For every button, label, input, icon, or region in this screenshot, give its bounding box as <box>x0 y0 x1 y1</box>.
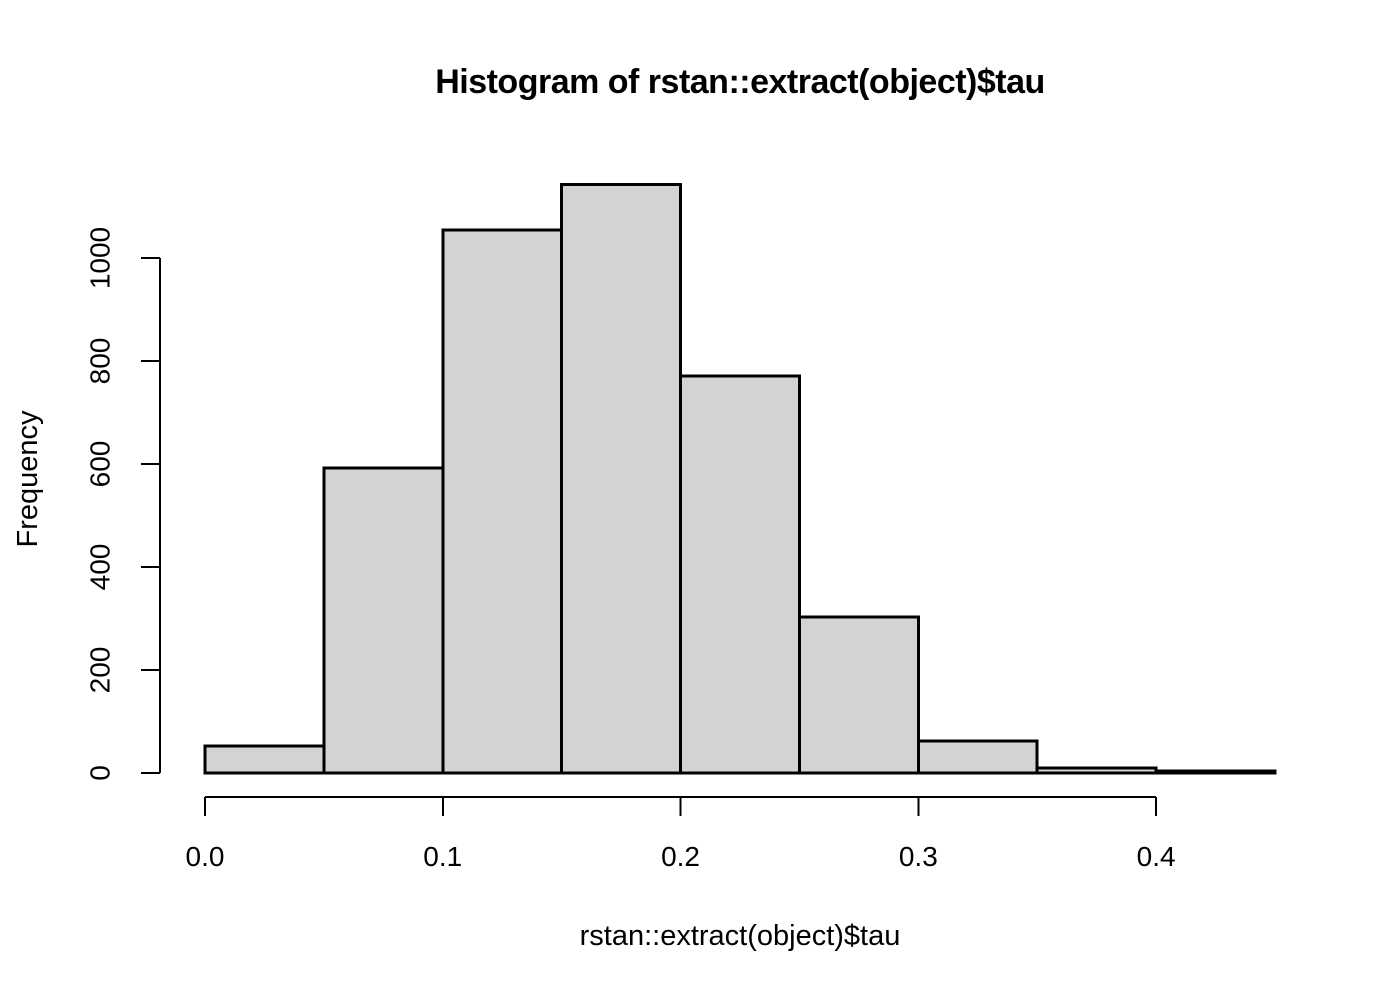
x-tick-label: 0.1 <box>423 841 462 872</box>
y-axis-label: Frequency <box>12 410 44 548</box>
y-tick-label: 0 <box>85 765 116 781</box>
x-tick-label: 0.0 <box>186 841 225 872</box>
y-tick-label: 400 <box>85 544 116 591</box>
x-axis-label: rstan::extract(object)$tau <box>579 920 901 952</box>
histogram-bar <box>679 374 801 775</box>
x-tick-label: 0.3 <box>899 841 938 872</box>
y-tick-label: 800 <box>85 338 116 385</box>
chart-title: Histogram of rstan::extract(object)$tau <box>435 63 1045 101</box>
histogram-bar <box>1154 769 1277 775</box>
histogram-bar <box>797 615 920 775</box>
histogram-bar <box>322 466 445 775</box>
y-tick-label: 600 <box>85 441 116 488</box>
histogram-bar <box>203 744 326 775</box>
histogram-bar <box>916 739 1039 775</box>
x-tick-label: 0.4 <box>1137 841 1176 872</box>
y-tick-label: 200 <box>85 647 116 694</box>
y-tick-label: 1000 <box>85 227 116 289</box>
x-tick-label: 0.2 <box>661 841 700 872</box>
histogram-bar <box>441 228 564 775</box>
histogram-bar <box>560 182 683 775</box>
histogram-bar <box>1035 766 1158 775</box>
